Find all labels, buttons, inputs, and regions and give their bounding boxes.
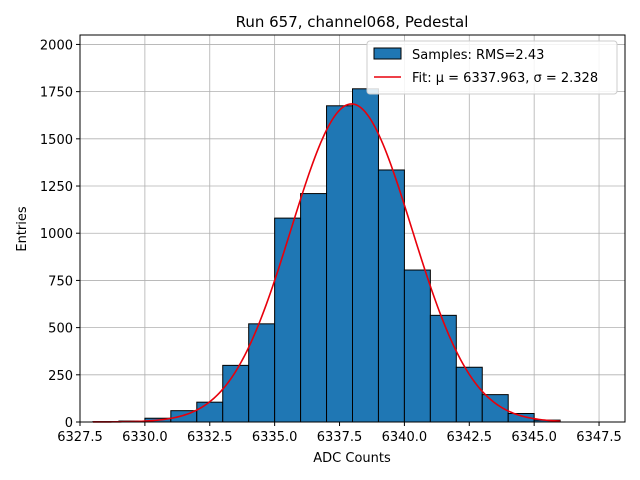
x-axis-ticks: 6327.5 6330.0 6332.5 6335.0 6337.5 6340.0 6342…	[57, 422, 622, 445]
histogram-bar	[326, 105, 353, 423]
x-tick-label: 6347.5	[576, 430, 622, 445]
x-tick-label: 6327.5	[57, 430, 103, 445]
legend-samples-label: Samples: RMS=2.43	[412, 48, 544, 63]
y-axis-label: Entries	[15, 206, 30, 252]
x-tick-label: 6332.5	[187, 430, 233, 445]
histogram-bar	[222, 364, 250, 423]
x-tick-label: 6342.5	[447, 430, 493, 445]
y-tick-label: 2000	[40, 38, 73, 53]
legend-box	[366, 40, 618, 95]
axes-frame	[79, 34, 626, 423]
histogram-bar	[377, 169, 405, 423]
x-axis-label: ADC Counts	[313, 451, 391, 466]
y-tick-label: 250	[48, 369, 73, 384]
histogram-bar	[300, 193, 328, 423]
histogram-bar	[248, 323, 276, 423]
legend-fit-label: Fit: μ = 6337.963, σ = 2.328	[412, 71, 598, 86]
histogram-bar	[196, 401, 224, 423]
y-axis-ticks: 0 250 500 750 1000 1250 1500 1750 2000	[40, 38, 80, 431]
fit-curve	[92, 103, 561, 423]
histogram-bar	[429, 314, 457, 423]
legend: Samples: RMS=2.43 Fit: μ = 6337.963, σ =…	[366, 40, 618, 95]
y-tick-label: 1000	[40, 227, 73, 242]
x-tick-label: 6345.0	[511, 430, 557, 445]
histogram-bars	[92, 88, 561, 423]
x-tick-label: 6335.0	[252, 430, 298, 445]
y-tick-label: 1250	[40, 180, 73, 195]
y-tick-label: 500	[48, 322, 73, 337]
y-tick-label: 0	[65, 416, 73, 431]
fit-curve-group	[92, 103, 561, 423]
histogram-bar	[403, 269, 431, 423]
x-tick-label: 6337.5	[317, 430, 363, 445]
x-tick-label: 6340.0	[382, 430, 428, 445]
legend-samples-swatch	[373, 47, 402, 60]
chart-title: Run 657, channel068, Pedestal	[236, 13, 469, 31]
y-tick-label: 1750	[40, 86, 73, 101]
x-tick-label: 6330.0	[122, 430, 168, 445]
histogram-bar	[352, 88, 379, 423]
histogram-bar	[274, 217, 302, 423]
histogram-bar	[481, 394, 509, 423]
y-tick-label: 750	[48, 274, 73, 289]
y-tick-label: 1500	[40, 133, 73, 148]
